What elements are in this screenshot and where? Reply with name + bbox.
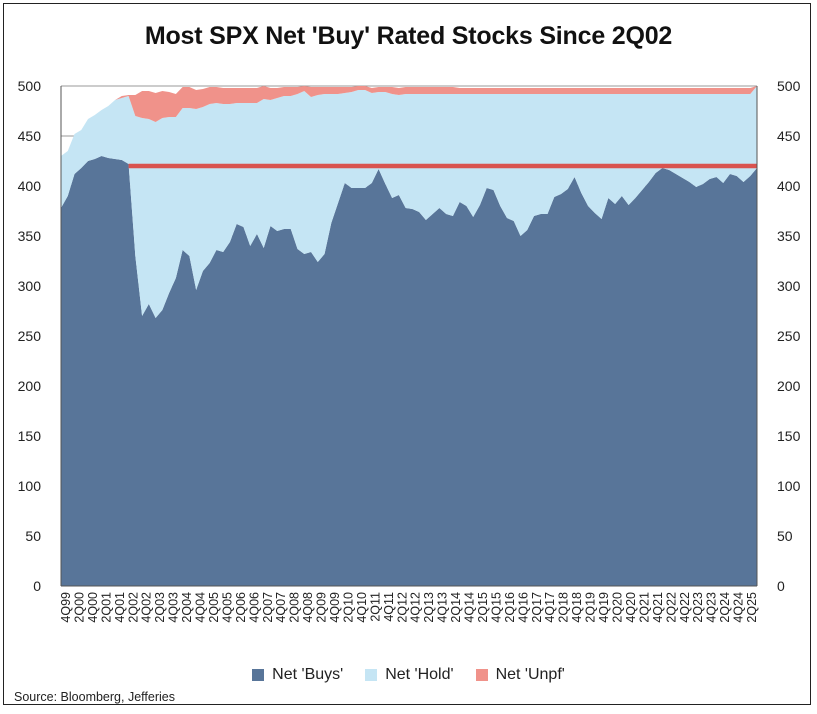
x-tick-label: 2Q18 <box>557 592 571 623</box>
x-tick-label: 2Q10 <box>341 592 355 623</box>
x-tick-label: 4Q13 <box>436 592 450 623</box>
x-tick-label: 4Q15 <box>489 592 503 623</box>
legend-label-unpf: Net 'Unpf' <box>495 666 565 683</box>
x-tick-label: 4Q99 <box>59 592 73 623</box>
y-tick-label-left: 0 <box>33 578 41 594</box>
x-tick-label: 4Q02 <box>140 592 154 623</box>
y-tick-label-left: 150 <box>18 428 42 444</box>
y-tick-label-right: 350 <box>777 228 801 244</box>
y-tick-label-left: 350 <box>18 228 42 244</box>
x-tick-label: 4Q04 <box>194 592 208 623</box>
x-tick-label: 2Q25 <box>745 592 759 623</box>
x-tick-label: 4Q19 <box>597 592 611 623</box>
x-tick-label: 4Q00 <box>86 592 100 623</box>
y-tick-label-left: 200 <box>18 378 42 394</box>
y-tick-label-right: 150 <box>777 428 801 444</box>
x-tick-label: 2Q13 <box>422 592 436 623</box>
axes <box>60 86 758 587</box>
x-tick-label: 4Q05 <box>220 592 234 623</box>
y-axis-left-ticks: 0 50 100 150 200 250 300 350 400 450 500 <box>18 78 42 594</box>
x-tick-label: 2Q09 <box>315 592 329 623</box>
y-tick-label-right: 50 <box>777 528 793 544</box>
x-tick-label: 2Q04 <box>180 592 194 623</box>
x-tick-label: 4Q08 <box>301 592 315 623</box>
y-tick-label-left: 300 <box>18 278 42 294</box>
legend-label-hold: Net 'Hold' <box>385 666 454 683</box>
x-tick-label: 2Q07 <box>261 592 275 623</box>
legend-swatch-buys <box>252 669 265 681</box>
legend: Net 'Buys' Net 'Hold' Net 'Unpf' <box>0 666 817 684</box>
y-tick-label-right: 200 <box>777 378 801 394</box>
y-tick-label-left: 400 <box>18 178 42 194</box>
legend-label-buys: Net 'Buys' <box>272 666 344 683</box>
x-tick-label: 2Q14 <box>449 592 463 623</box>
y-tick-label-left: 450 <box>18 128 42 144</box>
x-tick-label: 4Q14 <box>463 592 477 623</box>
x-tick-label: 2Q02 <box>126 592 140 623</box>
x-tick-label: 2Q16 <box>503 592 517 623</box>
x-tick-label: 4Q20 <box>624 592 638 623</box>
x-tick-label: 4Q01 <box>113 592 127 623</box>
x-tick-label: 4Q21 <box>651 592 665 623</box>
x-tick-label: 4Q22 <box>678 592 692 623</box>
area-series-0 <box>61 156 757 586</box>
chart-title: Most SPX Net 'Buy' Rated Stocks Since 2Q… <box>144 22 673 50</box>
legend-swatch-hold <box>365 669 378 681</box>
x-tick-label: 2Q17 <box>530 592 544 623</box>
y-tick-label-right: 250 <box>777 328 801 344</box>
x-tick-label: 4Q18 <box>570 592 584 623</box>
x-tick-label: 4Q24 <box>732 592 746 623</box>
x-tick-label: 4Q23 <box>705 592 719 623</box>
source-note: Source: Bloomberg, Jefferies <box>14 690 175 704</box>
x-tick-label: 4Q16 <box>516 592 530 623</box>
y-tick-label-right: 500 <box>777 78 801 94</box>
x-axis-labels: 4Q99 2Q00 4Q00 2Q01 4Q01 2Q02 4Q02 2Q03 4Q03 2Q04… <box>59 592 759 623</box>
y-tick-label-left: 50 <box>25 528 41 544</box>
y-tick-label-right: 450 <box>777 128 801 144</box>
area-series-2 <box>61 86 757 156</box>
x-tick-label: 2Q21 <box>637 592 651 623</box>
y-tick-label-left: 500 <box>18 78 42 94</box>
x-tick-label: 2Q20 <box>610 592 624 623</box>
x-tick-label: 4Q07 <box>274 592 288 623</box>
x-tick-label: 4Q09 <box>328 592 342 623</box>
x-tick-label: 2Q24 <box>718 592 732 623</box>
x-tick-label: 2Q15 <box>476 592 490 623</box>
x-tick-label: 2Q23 <box>691 592 705 623</box>
x-tick-label: 2Q00 <box>72 592 86 623</box>
x-tick-label: 4Q17 <box>543 592 557 623</box>
y-tick-label-right: 300 <box>777 278 801 294</box>
y-tick-label-left: 250 <box>18 328 42 344</box>
legend-item-unpf: Net 'Unpf' <box>475 666 565 684</box>
y-tick-label-right: 100 <box>777 478 801 494</box>
legend-item-hold: Net 'Hold' <box>365 666 454 684</box>
legend-swatch-unpf <box>475 669 488 681</box>
area-series-1 <box>61 86 757 318</box>
x-tick-label: 2Q01 <box>99 592 113 623</box>
x-tick-label: 4Q10 <box>355 592 369 623</box>
x-tick-label: 2Q11 <box>368 592 382 622</box>
legend-item-buys: Net 'Buys' <box>252 666 343 684</box>
y-axis-right-ticks: 0 50 100 150 200 250 300 350 400 450 500 <box>777 78 801 594</box>
x-tick-label: 2Q12 <box>395 592 409 623</box>
x-tick-label: 2Q08 <box>288 592 302 623</box>
y-tick-label-left: 100 <box>18 478 42 494</box>
x-tick-label: 2Q03 <box>153 592 167 623</box>
x-tick-label: 2Q05 <box>207 592 221 623</box>
y-tick-label-right: 0 <box>777 578 785 594</box>
x-tick-label: 2Q06 <box>234 592 248 623</box>
x-tick-label: 4Q11 <box>382 592 396 622</box>
x-tick-label: 2Q19 <box>584 592 598 623</box>
y-tick-label-right: 400 <box>777 178 801 194</box>
stacked-areas <box>61 86 757 586</box>
x-tick-label: 4Q12 <box>409 592 423 623</box>
x-tick-label: 4Q06 <box>247 592 261 623</box>
x-tick-label: 2Q22 <box>664 592 678 623</box>
x-tick-label: 4Q03 <box>167 592 181 623</box>
